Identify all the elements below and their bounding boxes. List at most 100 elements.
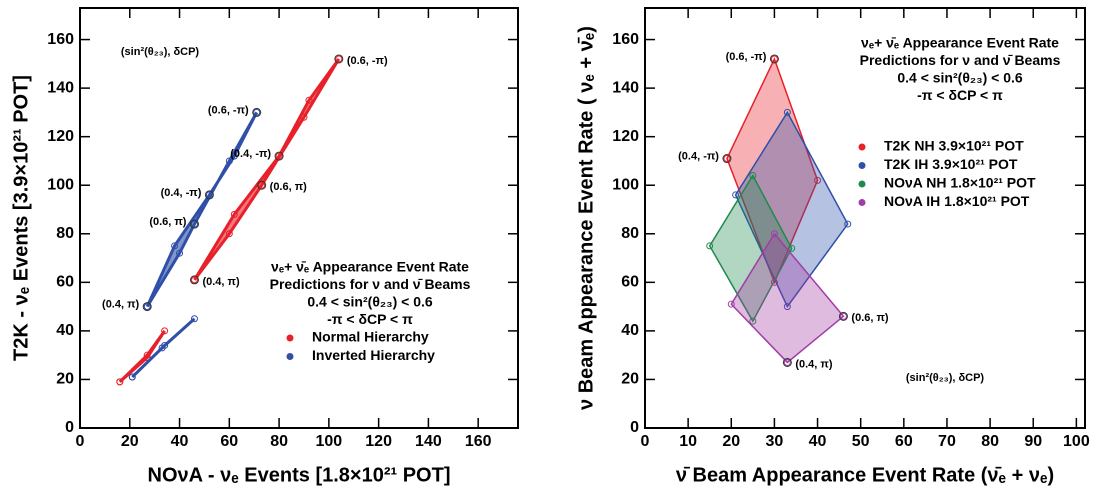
x-tick-label: 140 — [415, 433, 442, 450]
series-point — [706, 242, 714, 250]
y-tick-label: 80 — [56, 225, 74, 242]
series-point — [171, 242, 179, 250]
series-point — [275, 152, 283, 160]
x-tick-label: 0 — [641, 433, 650, 450]
series-point — [770, 230, 778, 238]
annotation-label: (0.6, -π) — [208, 104, 249, 116]
series-point — [128, 373, 136, 381]
series-point — [190, 276, 198, 284]
legend-swatch — [858, 180, 866, 188]
y-tick-label: 40 — [621, 322, 639, 339]
y-tick-label: 100 — [612, 176, 639, 193]
series-point — [190, 315, 198, 323]
legend-title: -π < δCP < π — [327, 311, 413, 327]
series-point — [727, 300, 735, 308]
series-point — [230, 152, 238, 160]
x-tick-label: 120 — [365, 433, 392, 450]
annotation-point — [142, 302, 152, 312]
y-tick-label: 20 — [56, 371, 74, 388]
y-tick-label: 60 — [56, 274, 74, 291]
series-point — [749, 172, 757, 180]
y-tick-label: 140 — [47, 79, 74, 96]
annotation-label: (0.4, π) — [202, 276, 239, 288]
annotation-label: (0.6, -π) — [726, 51, 767, 63]
series-point — [116, 378, 124, 386]
legend-title: -π < δCP < π — [917, 87, 1003, 103]
x-tick-label: 100 — [316, 433, 343, 450]
series-point — [300, 113, 308, 121]
y-tick-label: 160 — [47, 31, 74, 48]
series-point — [770, 55, 778, 63]
series-point — [844, 220, 852, 228]
legend-swatch — [858, 199, 866, 206]
y-tick-label: 0 — [630, 419, 639, 436]
y-tick-label: 40 — [56, 322, 74, 339]
series-point — [161, 341, 169, 349]
legend-label: NOνA IH 1.8×10²¹ POT — [884, 193, 1030, 209]
y-tick-label: 120 — [47, 128, 74, 145]
annotation-label: (0.4, -π) — [678, 150, 719, 162]
x-tick-label: 90 — [1024, 433, 1042, 450]
legend-label: Normal Hierarchy — [312, 329, 429, 345]
x-tick-label: 70 — [938, 433, 956, 450]
annotation-point — [189, 275, 199, 285]
series-point — [190, 220, 198, 228]
y-tick-label: 0 — [65, 419, 74, 436]
x-axis-label: ν̄ Beam Appearance Event Rate (ν̄ₑ + νₑ) — [676, 464, 1054, 486]
note: (sin²(θ₂₃), δCP) — [906, 372, 985, 384]
legend-label: T2K IH 3.9×10²¹ POT — [884, 156, 1018, 172]
legend-title: 0.4 < sin²(θ₂₃) < 0.6 — [307, 294, 433, 310]
annotation-label: (0.6, π) — [851, 312, 888, 324]
y-tick-label: 60 — [621, 274, 639, 291]
series-point — [253, 108, 261, 116]
series-point — [788, 244, 796, 252]
legend-title: νₑ+ ν̄ₑ Appearance Event Rate — [861, 35, 1059, 51]
series-area — [726, 57, 819, 285]
annotation-point — [252, 107, 262, 117]
series-point — [749, 317, 757, 325]
legend-swatch — [286, 334, 294, 342]
series-point — [732, 191, 740, 199]
series-point — [176, 249, 184, 257]
x-tick-label: 80 — [981, 433, 999, 450]
series-line — [118, 58, 341, 383]
series-point — [814, 176, 822, 184]
y-tick-label: 100 — [47, 176, 74, 193]
x-tick-label: 80 — [270, 433, 288, 450]
annotation-label: (0.6, π) — [270, 181, 307, 193]
series-area — [708, 174, 793, 323]
series-point — [783, 303, 791, 311]
y-tick-label: 20 — [621, 371, 639, 388]
annotation-label: (0.4, -π) — [230, 148, 271, 160]
legend-swatch — [858, 162, 866, 169]
series-area — [734, 110, 849, 309]
x-tick-label: 0 — [76, 433, 85, 450]
x-tick-label: 50 — [852, 433, 870, 450]
series-point — [839, 312, 847, 320]
y-tick-label: 160 — [612, 31, 639, 48]
x-tick-label: 160 — [465, 433, 492, 450]
y-tick-label: 80 — [621, 225, 639, 242]
annotation-label: (0.4, π) — [795, 358, 832, 370]
x-tick-label: 10 — [679, 433, 697, 450]
series-point — [225, 157, 233, 165]
series-point — [723, 155, 731, 163]
annotation-point — [204, 190, 214, 200]
x-axis-label: NOνA - νₑ Events [1.8×10²¹ POT] — [148, 464, 451, 486]
x-tick-label: 20 — [121, 433, 139, 450]
legend-swatch — [858, 143, 866, 151]
series-point — [305, 96, 313, 104]
x-tick-label: 40 — [171, 433, 189, 450]
x-tick-label: 40 — [809, 433, 827, 450]
annotation-point — [769, 54, 779, 64]
legend-title: Predictions for ν and ν̄ Beams — [860, 52, 1061, 68]
x-tick-label: 60 — [220, 433, 238, 450]
series-point — [143, 351, 151, 359]
annotation-point — [189, 219, 199, 229]
note: (sin²(θ₂₃), δCP) — [121, 46, 200, 58]
legend-title: νₑ+ ν̄ₑ Appearance Event Rate — [271, 259, 469, 275]
annotation-point — [274, 151, 284, 161]
legend-label: NOνA NH 1.8×10²¹ POT — [884, 175, 1036, 191]
annotation-label: (0.4, -π) — [161, 187, 202, 199]
